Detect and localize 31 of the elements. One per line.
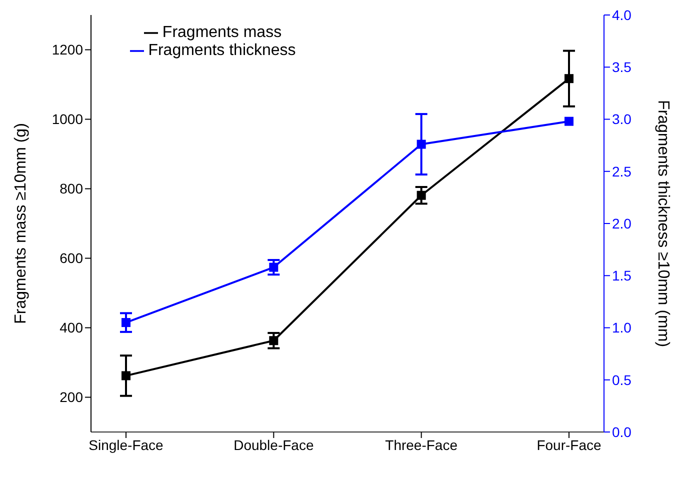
y2-tick-label: 0.0: [612, 424, 632, 440]
x-tick-label: Three-Face: [385, 436, 458, 453]
y-tick-label: 400: [60, 320, 84, 336]
y-axis-title: Fragments mass ≥10mm (g): [12, 123, 30, 324]
point: [564, 74, 574, 84]
y2-tick-label: 3.5: [612, 59, 632, 76]
legend-label: Fragments mass: [162, 24, 282, 41]
point: [416, 140, 426, 149]
y-tick-label: 200: [60, 389, 84, 406]
x-tick-label: Four-Face: [536, 436, 602, 453]
point: [416, 190, 426, 200]
y2-tick-label: 1.5: [612, 268, 632, 284]
y2-tick-label: 2.0: [612, 215, 632, 232]
y-tick-label: 1200: [52, 42, 84, 58]
y-tick-label: 1000: [52, 111, 84, 128]
legend-label: Fragments thickness: [148, 42, 296, 59]
point: [269, 262, 278, 272]
y2-tick-label: 0.5: [612, 372, 632, 388]
y2-tick-label: 1.0: [612, 320, 632, 336]
y-tick-label: 800: [60, 180, 84, 197]
point: [564, 116, 574, 126]
x-tick-label: Single-Face: [88, 436, 164, 453]
y-tick-label: 600: [60, 250, 84, 266]
y2-tick-label: 4.0: [612, 6, 632, 23]
point: [269, 336, 278, 346]
y2-tick-label: 3.0: [612, 111, 632, 128]
x-tick-label: Double-Face: [234, 436, 314, 453]
y2-tick-label: 2.5: [612, 163, 632, 180]
point: [122, 371, 130, 380]
y2-axis-title: Fragments thickness ≥10mm (mm): [654, 100, 672, 348]
point: [122, 318, 130, 328]
